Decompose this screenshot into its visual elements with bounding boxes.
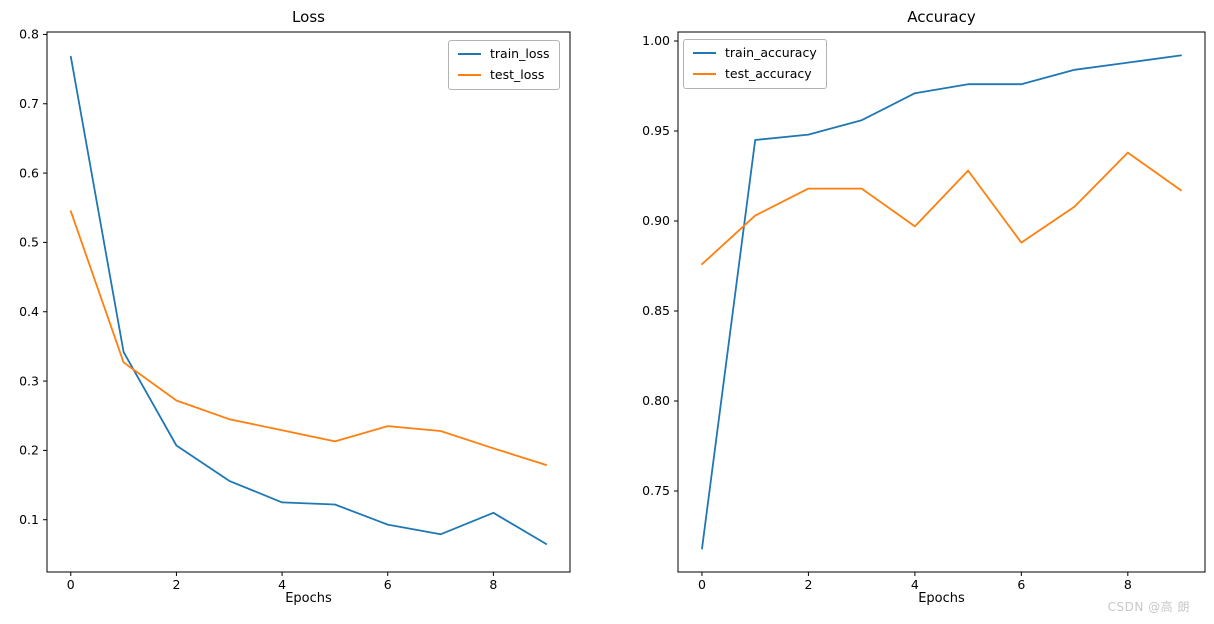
accuracy-legend: train_accuracy test_accuracy (683, 39, 827, 89)
y-tick-label: 0.75 (642, 483, 670, 498)
test-accuracy-line-swatch (693, 73, 716, 76)
y-tick-label: 0.80 (642, 393, 670, 408)
test_loss-line (69, 210, 548, 466)
train-accuracy-line-swatch (693, 52, 716, 55)
y-tick-label: 0.1 (19, 512, 39, 527)
axes-spines (677, 31, 1206, 573)
x-tick-label: 0 (67, 577, 75, 592)
x-tick-label: 6 (1017, 577, 1025, 592)
x-tick-label: 8 (489, 577, 497, 592)
legend-label-test-loss: test_loss (490, 67, 545, 83)
y-tick-label: 0.85 (642, 303, 670, 318)
y-tick-label: 0.90 (642, 213, 670, 228)
y-tick-label: 0.3 (19, 373, 39, 388)
legend-row: test_loss (458, 67, 550, 83)
legend-label-train-loss: train_loss (490, 46, 550, 61)
y-tick-label: 1.00 (642, 33, 670, 48)
x-tick-label: 8 (1124, 577, 1132, 592)
axes-spines (46, 31, 571, 573)
loss-plot-title: Loss (292, 8, 325, 26)
y-tick-label: 0.95 (642, 123, 670, 138)
legend-row: test_accuracy (693, 66, 817, 82)
accuracy-x-axis-label: Epochs (918, 591, 965, 606)
y-tick-label: 0.2 (19, 443, 39, 458)
legend-label-train-accuracy: train_accuracy (725, 45, 817, 60)
y-tick-label: 0.5 (19, 235, 39, 250)
train-loss-line-swatch (458, 53, 481, 56)
accuracy-plot-title: Accuracy (907, 8, 976, 26)
train_accuracy-line (701, 54, 1182, 550)
csdn-watermark: CSDN @高 朗 (1107, 600, 1190, 614)
y-tick-label: 0.6 (19, 165, 39, 180)
x-tick-label: 4 (911, 577, 919, 592)
legend-row: train_loss (458, 46, 550, 62)
y-tick-label: 0.4 (19, 304, 39, 319)
legend-row: train_accuracy (693, 45, 817, 61)
x-tick-label: 2 (172, 577, 180, 592)
loss-x-axis-label: Epochs (285, 591, 332, 606)
test-loss-line-swatch (458, 74, 481, 77)
x-tick-label: 2 (804, 577, 812, 592)
loss-legend: train_loss test_loss (448, 40, 560, 90)
x-tick-label: 6 (384, 577, 392, 592)
x-tick-label: 0 (698, 577, 706, 592)
y-tick-label: 0.8 (19, 27, 39, 42)
test_accuracy-line (701, 151, 1182, 266)
x-tick-label: 4 (278, 577, 286, 592)
train_loss-line (69, 55, 548, 545)
y-tick-label: 0.7 (19, 96, 39, 111)
legend-label-test-accuracy: test_accuracy (725, 66, 812, 82)
